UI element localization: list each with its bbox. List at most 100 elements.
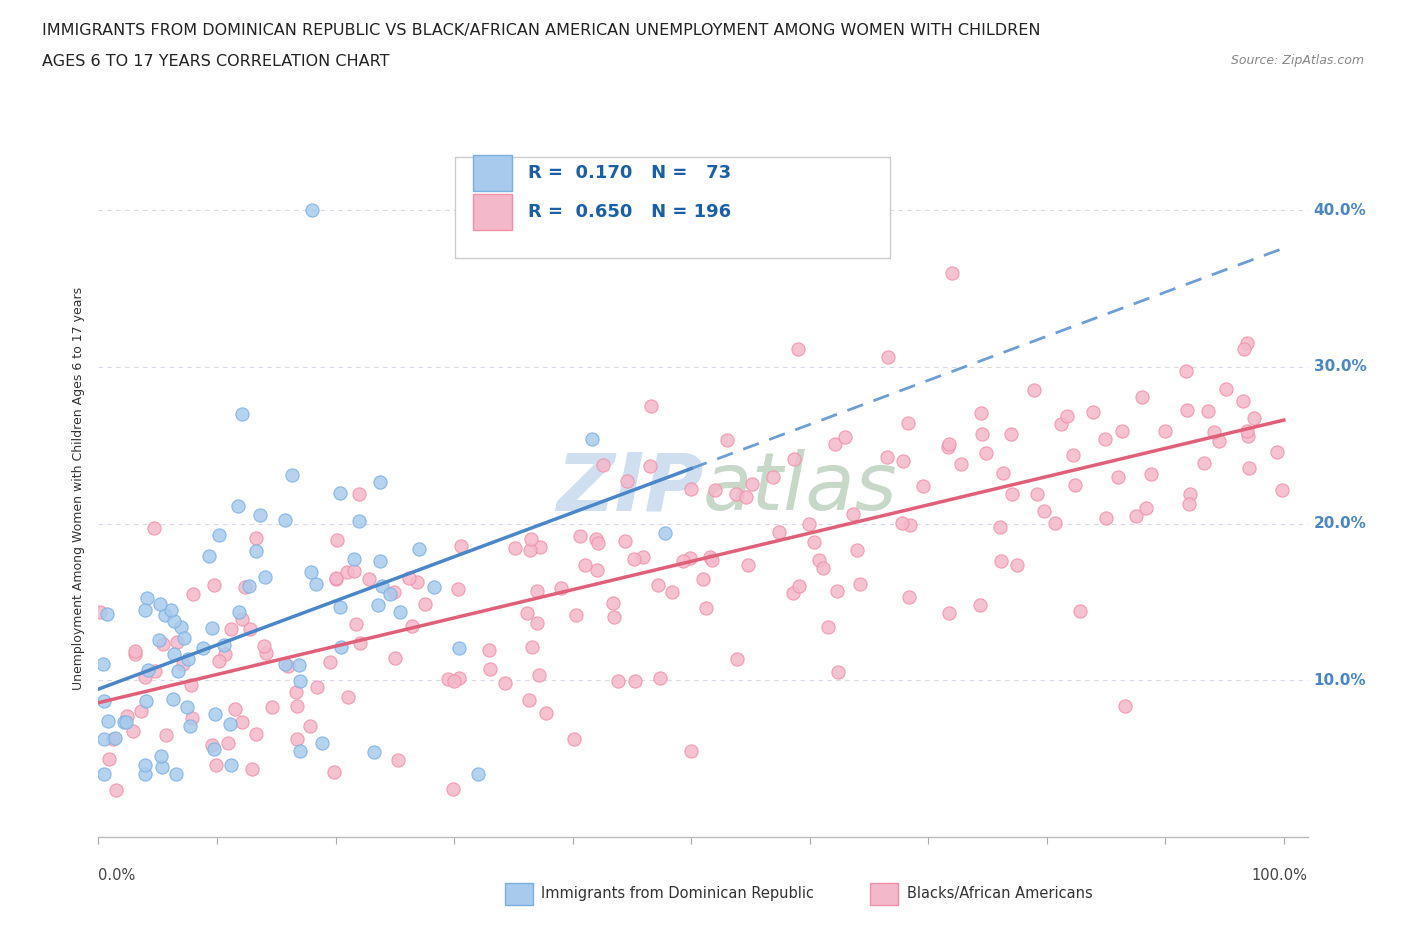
Point [170,619,193,634]
Point [212,638,235,653]
Point [166,663,188,678]
Point [326,533,349,548]
Point [401,618,423,633]
Point [638,458,661,473]
FancyBboxPatch shape [474,194,512,231]
Point [1208,433,1230,448]
Point [876,350,898,365]
Point [370,474,392,489]
Point [762,470,785,485]
Point [586,562,609,577]
Point [176,699,198,714]
Point [654,525,676,540]
Point [202,578,225,592]
Point [124,646,146,661]
Point [1197,404,1219,418]
Point [1043,515,1066,530]
Point [347,486,370,501]
Point [1243,411,1265,426]
Point [299,719,322,734]
Point [912,478,935,493]
Point [936,439,959,454]
Point [519,543,541,558]
Point [160,603,183,618]
Point [218,717,240,732]
Point [205,757,228,772]
Point [526,616,548,631]
Point [803,535,825,550]
Point [219,622,242,637]
Point [226,498,249,513]
Point [1032,504,1054,519]
Point [516,605,538,620]
Point [136,663,159,678]
Point [122,724,145,738]
Point [239,621,262,636]
Text: Blacks/African Americans: Blacks/African Americans [907,886,1092,901]
Point [817,619,839,634]
Point [1094,432,1116,446]
Point [245,726,267,741]
Point [252,639,274,654]
Point [441,782,464,797]
Point [142,521,165,536]
Point [245,543,267,558]
Point [586,536,609,551]
Point [155,728,177,743]
Point [319,654,342,669]
Point [149,596,172,611]
Point [305,577,328,591]
Point [526,584,548,599]
Point [336,565,359,580]
Point [450,538,472,553]
Point [527,667,550,682]
Point [329,600,352,615]
Point [891,516,914,531]
Point [1175,403,1198,418]
Point [235,579,257,594]
Point [240,761,263,776]
Point [648,671,671,685]
Point [204,707,226,722]
Point [503,540,526,555]
Point [322,764,344,779]
Point [129,704,152,719]
Point [568,528,591,543]
Point [285,699,308,714]
Point [672,553,695,568]
Point [536,705,558,720]
Point [898,518,921,533]
Point [93,732,115,747]
Point [254,646,277,661]
Point [447,582,470,597]
Point [299,565,322,579]
Point [1111,423,1133,438]
Point [200,620,222,635]
Point [231,715,253,730]
Point [550,581,572,596]
Point [98,751,121,766]
Point [949,457,972,472]
Point [786,341,808,356]
Point [565,607,588,622]
Point [990,553,1012,568]
Point [180,678,202,693]
Point [845,543,868,558]
Point [1069,604,1091,618]
Point [681,743,703,758]
Point [301,203,323,218]
Point [647,578,669,592]
Point [520,640,543,655]
Point [136,591,159,605]
Point [797,517,820,532]
Point [941,265,963,280]
Point [277,659,299,674]
Point [406,575,429,590]
Point [1062,448,1084,463]
Point [124,644,146,658]
Point [1154,424,1177,439]
Point [970,405,993,420]
Point [1202,425,1225,440]
Point [177,652,200,667]
Point [478,662,501,677]
